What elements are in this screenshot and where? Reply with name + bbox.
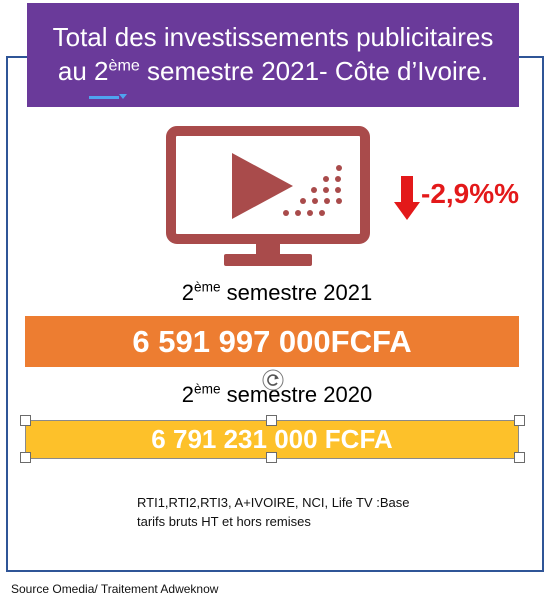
resize-handle-bottom[interactable]: [266, 452, 277, 463]
title-line-2: au 2ème semestre 2021- Côte d’Ivoire.: [57, 56, 489, 86]
note-line-2: tarifs bruts HT et hors remises: [137, 514, 311, 529]
resize-handle-top[interactable]: [266, 415, 277, 426]
amount-2021-bar[interactable]: 6 591 997 000FCFA: [25, 316, 519, 367]
change-percentage: -2,9%%: [421, 178, 520, 209]
down-arrow-icon: [394, 176, 420, 220]
methodology-note: RTI1,RTI2,RTI3, A+IVOIRE, NCI, Life TV :…: [137, 493, 517, 531]
title-banner[interactable]: Total des investissements publicitaires …: [27, 3, 519, 107]
amount-2020-bar[interactable]: 6 791 231 000 FCFA: [25, 420, 519, 459]
autocorrect-arrow-icon[interactable]: [119, 94, 127, 99]
autocorrect-underline[interactable]: [89, 96, 119, 99]
period-2020-label: 2ème semestre 2020: [181, 381, 373, 407]
title-line-1: Total des investissements publicitaires: [52, 22, 494, 52]
resize-handle-top-right[interactable]: [514, 415, 525, 426]
source-credit: Source Omedia/ Traitement Adweknow: [11, 582, 219, 596]
period-2021-label: 2ème semestre 2021: [181, 279, 373, 305]
resize-handle-top-left[interactable]: [20, 415, 31, 426]
resize-handle-bottom-left[interactable]: [20, 452, 31, 463]
tv-play-icon: [166, 126, 370, 266]
note-line-1: RTI1,RTI2,RTI3, A+IVOIRE, NCI, Life TV :…: [137, 495, 410, 510]
resize-handle-bottom-right[interactable]: [514, 452, 525, 463]
rotate-icon[interactable]: [262, 369, 284, 391]
